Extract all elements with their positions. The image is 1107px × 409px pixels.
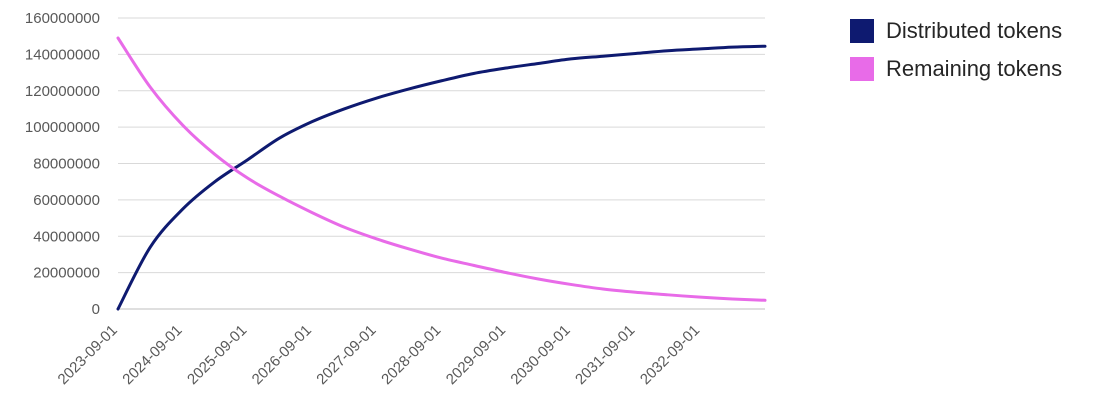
y-tick-label: 60000000	[33, 192, 100, 209]
series-line-remaining	[118, 38, 765, 300]
legend-swatch-distributed	[850, 19, 874, 43]
legend-label-remaining: Remaining tokens	[886, 56, 1062, 82]
legend-item-distributed: Distributed tokens	[850, 12, 1062, 50]
series-lines	[118, 38, 765, 309]
x-tick-label: 2030-09-01	[507, 322, 573, 388]
x-tick-label: 2024-09-01	[119, 322, 185, 388]
y-tick-label: 80000000	[33, 156, 100, 173]
y-tick-label: 160000000	[25, 10, 100, 27]
y-axis: 0 20000000 40000000 60000000 80000000 1000000…	[25, 10, 100, 318]
y-tick-label: 140000000	[25, 46, 100, 63]
x-tick-label: 2023-09-01	[55, 322, 121, 388]
legend-item-remaining: Remaining tokens	[850, 50, 1062, 88]
gridlines	[118, 18, 765, 273]
series-line-distributed	[118, 46, 765, 309]
x-tick-label: 2029-09-01	[443, 322, 509, 388]
x-tick-label: 2027-09-01	[313, 322, 379, 388]
x-tick-label: 2028-09-01	[378, 322, 444, 388]
legend-label-distributed: Distributed tokens	[886, 18, 1062, 44]
legend-swatch-remaining	[850, 57, 874, 81]
x-tick-label: 2025-09-01	[184, 322, 250, 388]
x-axis: 2023-09-012024-09-012025-09-012026-09-01…	[55, 309, 765, 388]
x-tick-label: 2032-09-01	[637, 322, 703, 388]
y-tick-label: 120000000	[25, 83, 100, 100]
legend: Distributed tokens Remaining tokens	[850, 12, 1062, 88]
x-tick-label: 2031-09-01	[572, 322, 638, 388]
y-tick-label: 100000000	[25, 119, 100, 136]
y-tick-label: 20000000	[33, 265, 100, 282]
y-tick-label: 0	[92, 301, 100, 318]
y-tick-label: 40000000	[33, 228, 100, 245]
x-tick-label: 2026-09-01	[249, 322, 315, 388]
